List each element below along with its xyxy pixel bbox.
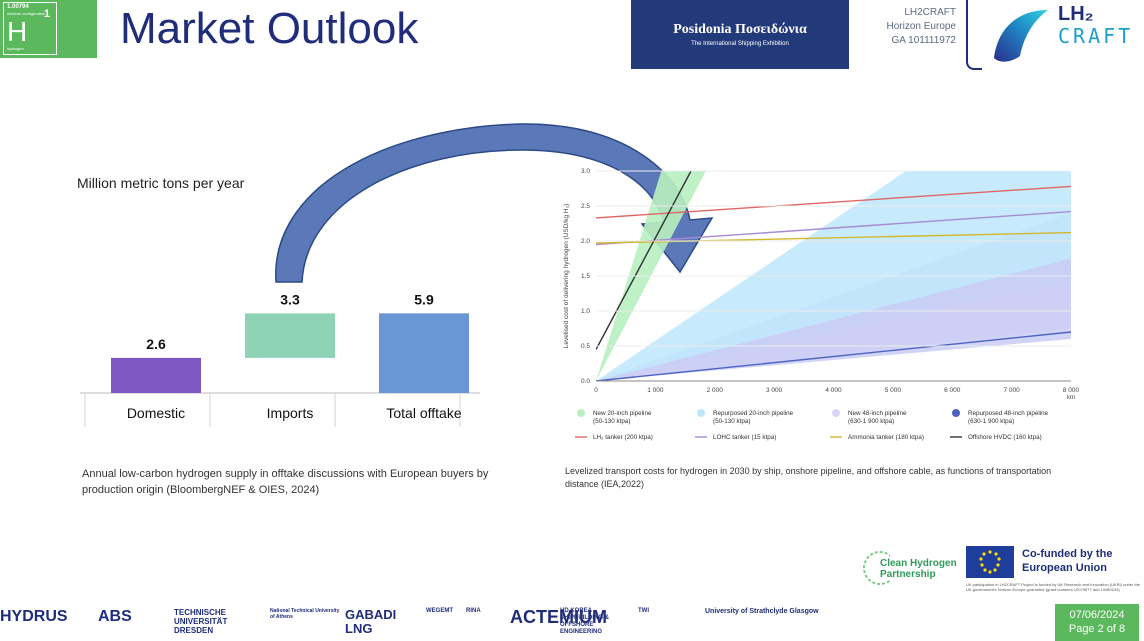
left-chart-bar [111,357,201,393]
partner-logo: HD KOREA SHIPBUILDING & OFFSHORE ENGINEE… [560,608,610,635]
right-chart-legend-label: (50-130 ktpa) [593,418,630,425]
right-chart-legend-label: LH₂ tanker (200 ktpa) [593,434,653,441]
slide-date: 07/06/2024 [1069,609,1125,621]
element-symbol: H [7,16,28,47]
right-chart-x-tick-label: 5 000 [885,387,902,394]
ukri-disclaimer: UK participation in LH2CRAFT Project is … [966,582,1141,592]
left-chart-category-label: Imports [267,405,314,421]
page-title: Market Outlook [120,4,419,53]
transport-cost-chart: 0 1 000 2 000 3 000 4 000 5 000 6 000 7 000 8 00… [563,168,1080,441]
left-chart-value-label: 2.6 [146,336,166,352]
partner-logo: WEGEMT [426,608,453,614]
right-chart-x-tick-label: 6 000 [944,387,961,394]
curved-arrow-icon [275,123,714,283]
right-chart-series-line [596,185,1071,219]
brand-bottom: CRAFT [1058,24,1134,48]
left-chart-category-label: Domestic [127,405,185,421]
partner-logo: ABS [98,608,132,625]
right-chart-y-tick-label: 3.0 [581,168,590,175]
left-chart-caption: Annual low-carbon hydrogen supply in off… [82,468,489,496]
right-chart-legend-swatch [832,409,840,417]
left-chart-value-label: 3.3 [280,291,300,307]
right-chart-legend-label: Ammonia tanker (180 ktpa) [848,434,924,441]
right-chart-legend-label: (630-1 900 ktpa) [968,418,1014,425]
right-chart-x-axis-label: km [1067,395,1075,401]
header-divider [966,0,982,70]
project-name: LH2CRAFT [904,7,956,18]
right-chart-series-line [596,331,1071,381]
project-info: LH2CRAFT Horizon Europe GA 101111972 [860,6,956,48]
partner-logo: National Technical University of Athens [270,608,340,620]
right-chart-legend-label: Offshore HVDC (160 ktpa) [968,434,1042,441]
eu-cofunded-text: Co-funded by the European Union [1022,548,1113,574]
brand-top: LH₂ [1058,3,1094,25]
element-subtext: electron configuration [7,11,46,16]
partner-logos-strip: HYDRUS ABS TECHNISCHE UNIVERSITÄT DRESDEN N… [0,602,1050,638]
partner-logo: TECHNISCHE UNIVERSITÄT DRESDEN [174,608,228,635]
right-chart-y-tick-label: 0.5 [581,343,590,350]
right-chart-x-tick-label: 2 000 [707,387,724,394]
hydrogen-element-box: 1.00794 electron configuration 1 H hydro… [3,2,57,55]
clean-hydrogen-logo: Clean Hydrogen Partnership [860,546,960,586]
partner-logo: University of Strathclyde Glasgow [705,608,819,615]
right-chart-x-tick-label: 4 000 [825,387,842,394]
posidonia-tagline: The International Shipping Exhibition [691,41,789,47]
right-chart-caption: Levelized transport costs for hydrogen i… [565,466,1052,489]
right-chart-cost-band [596,258,1071,381]
lh2craft-swoosh-icon [994,10,1048,62]
element-name: hydrogen [7,46,24,51]
right-chart-x-tick-label: 7 000 [1003,387,1020,394]
right-chart-y-tick-label: 2.5 [581,203,590,210]
atomic-number: 1 [43,8,50,20]
right-chart-legend-label: (50-130 ktpa) [713,418,750,425]
eu-flag-icon [966,546,1014,578]
partner-logo: HYDRUS [0,608,68,625]
left-chart-bar [245,313,335,358]
right-chart-x-tick-label: 1 000 [647,387,664,394]
clean-hydrogen-text: Clean Hydrogen Partnership [880,558,957,580]
right-chart-legend-swatch [577,409,585,417]
left-chart-value-label: 5.9 [414,291,434,307]
project-programme: Horizon Europe [886,21,956,32]
right-chart-legend-label: (630-1 900 ktpa) [848,418,894,425]
partner-logo: RINA [466,608,481,614]
right-chart-y-axis-label: Levelised cost of delivering hydrogen (U… [563,204,570,349]
right-chart-series-line [596,210,1071,246]
right-chart-legend-label: Repurposed 20-inch pipeline [713,410,794,417]
right-chart-y-tick-label: 1.5 [581,273,590,280]
right-chart-legend-swatch [697,409,705,417]
atomic-mass: 1.00794 [7,4,29,10]
offtake-waterfall-chart: 2.6 Domestic 3.3 Imports 5.9 Total offtake [80,291,480,427]
posidonia-name: Posidonia Ποσειδώνια [673,22,807,37]
left-chart-category-label: Total offtake [386,405,461,421]
right-chart-y-tick-label: 2.0 [581,238,590,245]
right-chart-x-tick-label: 8 000 [1063,387,1080,394]
project-grant: GA 101111972 [891,35,956,46]
slide-page: Page 2 of 8 [1068,623,1126,635]
element-tile-logo: 1.00794 electron configuration 1 H hydro… [0,0,97,58]
right-chart-legend-label: New 48-inch pipeline [848,410,907,417]
right-chart-legend-label: New 20-inch pipeline [593,410,652,417]
slide-info-box: 07/06/2024 Page 2 of 8 [1055,604,1139,641]
right-chart-legend-label: LOHC tanker (15 ktpa) [713,434,776,441]
right-chart-legend-swatch [952,409,960,417]
partner-logo: ACTEMIUM [510,607,607,627]
partner-logo: GABADI LNG [345,607,397,636]
left-chart-bar [379,313,469,393]
partner-logo: TWI [638,608,649,614]
right-chart-x-tick-label: 3 000 [766,387,783,394]
right-chart-y-tick-label: 0.0 [581,378,590,385]
right-chart-series-line [596,171,692,350]
right-chart-plot-area [596,171,1071,381]
right-chart-y-tick-label: 1.0 [581,308,590,315]
right-chart-legend-label: Repurposed 48-inch pipeline [968,410,1049,417]
right-chart-x-tick-label: 0 [594,387,598,394]
left-chart-unit-label: Million metric tons per year [77,175,245,191]
posidonia-logo: Posidonia Ποσειδώνια The International S… [631,0,849,69]
